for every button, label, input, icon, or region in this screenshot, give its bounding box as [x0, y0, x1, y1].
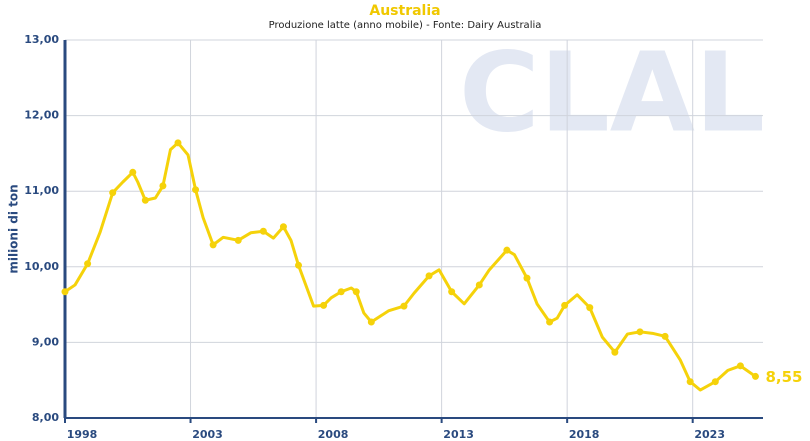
point — [611, 348, 619, 356]
y-tick-label: 12,00 — [24, 109, 59, 122]
point — [159, 182, 167, 190]
point — [234, 236, 242, 244]
x-tick-label: 2013 — [443, 428, 474, 441]
point — [561, 301, 569, 309]
point — [636, 328, 644, 336]
point — [320, 301, 328, 309]
y-tick-label: 10,00 — [24, 260, 59, 273]
point — [129, 168, 137, 176]
point — [503, 246, 511, 254]
point — [686, 378, 694, 386]
y-tick-label: 9,00 — [32, 335, 59, 348]
point — [109, 189, 117, 197]
point — [586, 304, 594, 312]
point — [259, 227, 267, 235]
x-tick-label: 1998 — [67, 428, 98, 441]
point — [367, 318, 375, 326]
point — [337, 288, 345, 296]
point — [192, 186, 200, 194]
point — [84, 260, 92, 268]
x-tick-label: 2003 — [192, 428, 223, 441]
point — [475, 281, 483, 289]
point — [751, 372, 759, 380]
point — [141, 196, 149, 204]
chart-title: Australia — [369, 3, 440, 19]
x-tick-label: 2008 — [318, 428, 349, 441]
y-axis-label: milioni di ton — [7, 184, 21, 273]
point — [546, 318, 554, 326]
x-tick-label: 2023 — [694, 428, 725, 441]
point — [61, 288, 69, 296]
x-tick-label: 2018 — [569, 428, 600, 441]
watermark: CLAL — [459, 28, 765, 156]
point — [425, 272, 433, 280]
point — [661, 332, 669, 340]
point — [174, 139, 182, 147]
chart-subtitle: Produzione latte (anno mobile) - Fonte: … — [269, 20, 542, 31]
value-label: 8,55 — [765, 368, 802, 386]
y-tick-label: 13,00 — [24, 33, 59, 46]
point — [209, 241, 217, 249]
line — [64, 141, 757, 392]
point — [352, 288, 360, 296]
point — [295, 261, 303, 269]
y-tick-label: 8,00 — [32, 411, 59, 424]
point — [736, 362, 744, 370]
point — [523, 274, 531, 282]
point — [400, 302, 408, 310]
point — [711, 378, 719, 386]
point — [448, 288, 456, 296]
y-tick-label: 11,00 — [24, 184, 59, 197]
point — [279, 223, 287, 231]
